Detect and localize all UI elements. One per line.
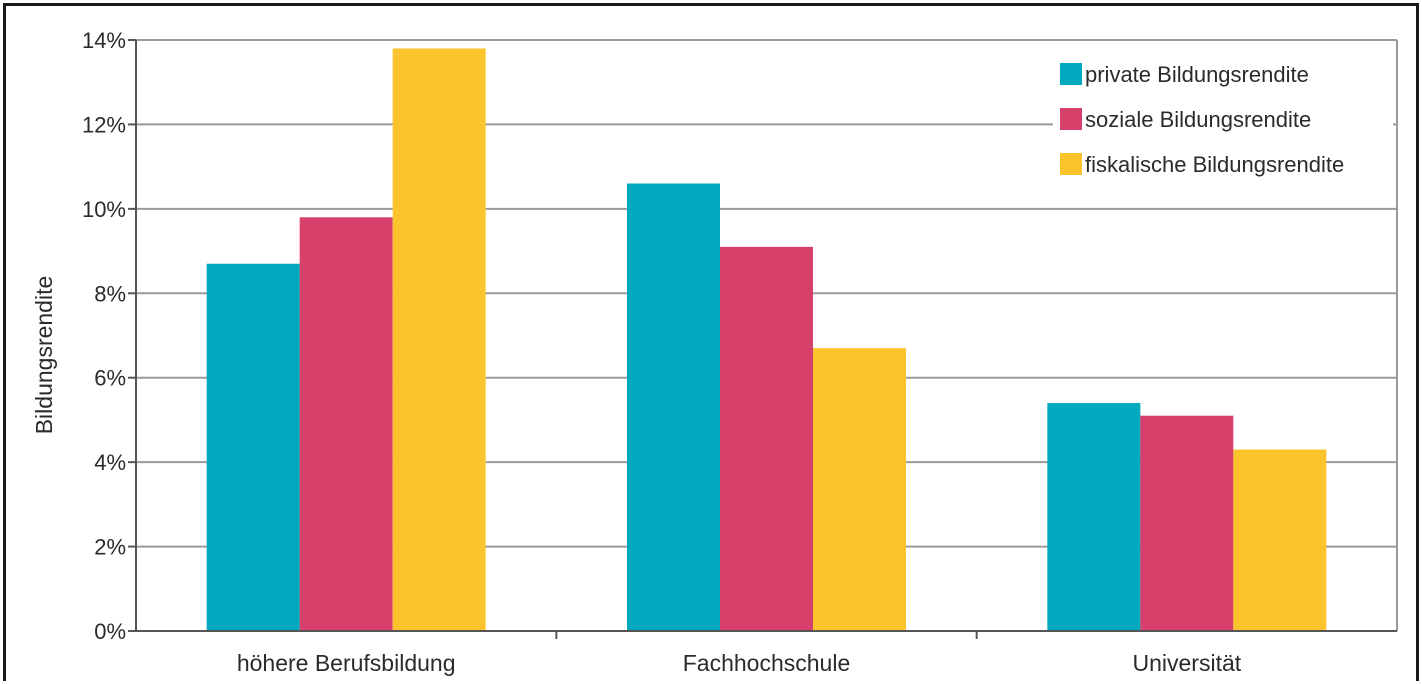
y-tick-label: 10%: [82, 197, 126, 222]
legend: private Bildungsrendite soziale Bildungsr…: [1053, 52, 1393, 192]
y-tick-labels: 0% 2% 4% 6% 8% 10% 12% 14%: [82, 28, 126, 644]
bar: [1140, 415, 1234, 631]
bar: [1047, 403, 1141, 631]
x-category-label: Fachhochschule: [683, 650, 851, 676]
bar: [627, 183, 720, 631]
y-tick-label: 14%: [82, 28, 126, 53]
bar: [720, 246, 813, 631]
bar: [392, 48, 486, 631]
bars: [206, 48, 1327, 632]
x-category-label: Universität: [1133, 650, 1242, 676]
y-axis-label: Bildungsrendite: [31, 276, 57, 435]
y-tick-label: 4%: [94, 450, 126, 475]
y-tick-label: 0%: [94, 619, 126, 644]
y-tick-label: 8%: [94, 281, 126, 306]
y-tick-label: 12%: [82, 112, 126, 137]
legend-label: private Bildungsrendite: [1085, 62, 1309, 87]
chart-frame: [3, 3, 1419, 681]
legend-swatch: [1060, 153, 1082, 175]
legend-label: fiskalische Bildungsrendite: [1085, 152, 1344, 177]
legend-background: [1053, 52, 1393, 192]
bar: [813, 348, 906, 631]
legend-swatch: [1060, 63, 1082, 85]
y-tick-label: 2%: [94, 535, 126, 560]
x-category-label: höhere Berufsbildung: [237, 650, 456, 676]
x-category-labels: höhere Berufsbildung Fachhochschule Univer…: [237, 650, 1242, 676]
axes: [128, 39, 1398, 639]
legend-swatch: [1060, 108, 1082, 130]
y-tick-label: 6%: [94, 366, 126, 391]
legend-label: soziale Bildungsrendite: [1085, 107, 1311, 132]
bar: [206, 263, 300, 631]
bar: [299, 217, 393, 632]
bar: [1233, 449, 1327, 631]
